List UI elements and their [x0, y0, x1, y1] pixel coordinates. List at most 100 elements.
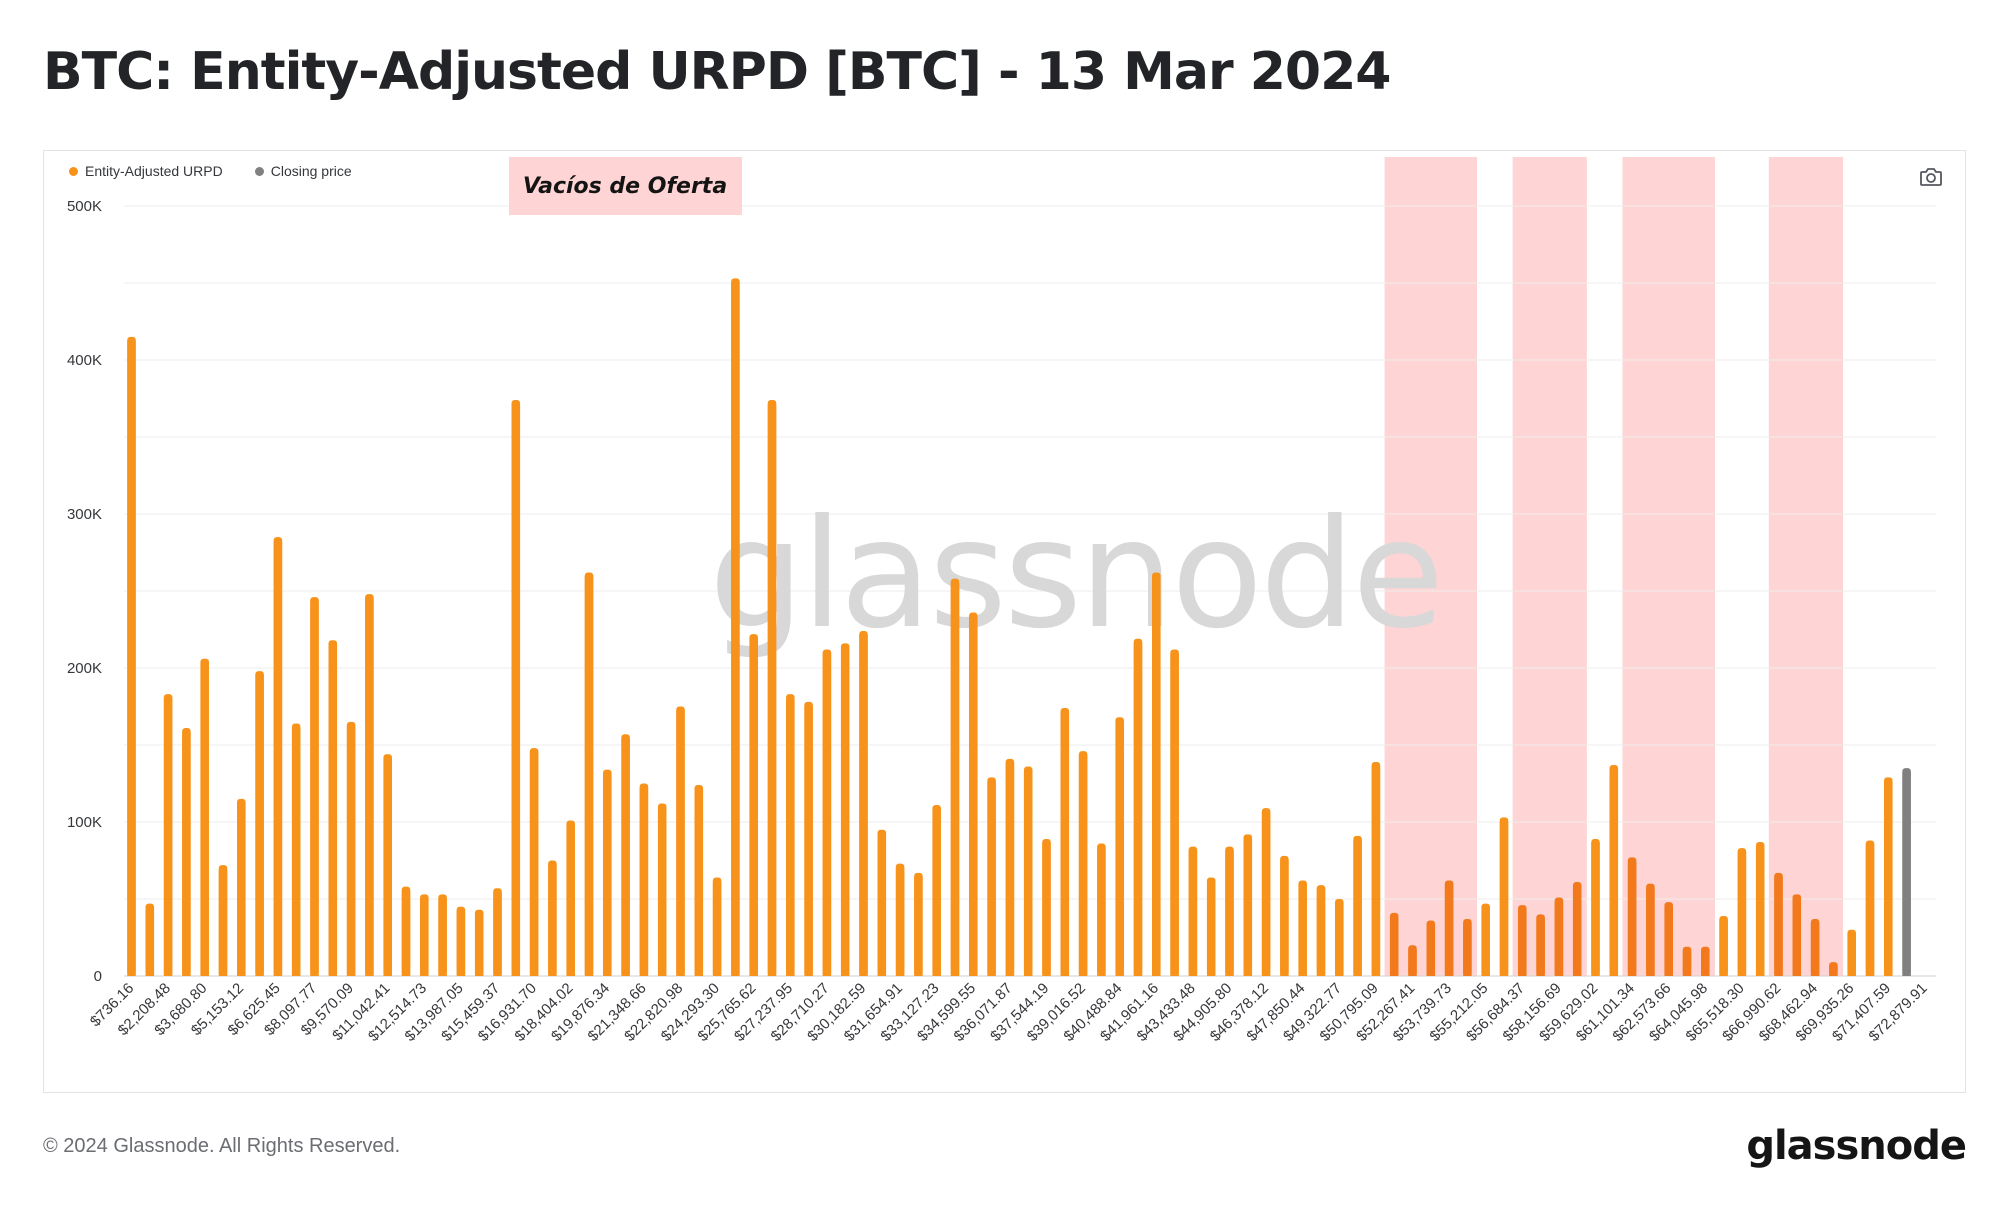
bar-body: [822, 653, 832, 976]
bar-body: [1591, 842, 1600, 976]
bar-body: [1426, 924, 1436, 976]
bar-body: [639, 787, 649, 976]
y-tick-label: 500K: [67, 198, 102, 215]
bar-body: [1902, 772, 1911, 976]
annotation-box: [509, 157, 742, 215]
bar-body: [950, 582, 960, 976]
bar-body: [163, 698, 173, 976]
bar-body: [1499, 821, 1509, 976]
bar-body: [1810, 923, 1820, 976]
bar-body: [1335, 903, 1344, 976]
bar-body: [456, 910, 466, 976]
bar-body: [145, 907, 155, 976]
bar-body: [1646, 887, 1655, 976]
bar-body: [493, 892, 502, 976]
bar-body: [1518, 909, 1527, 976]
bar-body: [1408, 949, 1417, 976]
chart-svg: glassnode 0 100K 200K 300K 400K 500K $736.16$…: [67, 157, 1936, 1045]
bar-body: [1755, 846, 1765, 976]
bar-body: [731, 282, 740, 976]
bar-body: [859, 635, 868, 976]
legend: Entity-Adjusted URPD Closing price: [69, 163, 352, 179]
bar-body: [767, 404, 777, 976]
bar-body: [712, 881, 722, 976]
glassnode-logo: glassnode: [1746, 1123, 1967, 1169]
footer-copyright: © 2024 Glassnode. All Rights Reserved.: [43, 1135, 401, 1157]
bar-body: [255, 675, 264, 976]
bar-body: [1627, 861, 1637, 976]
legend-dot-closing-price: [254, 166, 264, 176]
legend-label-closing-price: Closing price: [270, 163, 352, 179]
y-tick-label: 300K: [67, 506, 102, 523]
bar-body: [1682, 950, 1692, 976]
supply-gap-band: [1512, 157, 1587, 976]
bar-body: [1371, 765, 1381, 976]
chart-panel: glassnode 0 100K 200K 300K 400K 500K $736.16 $…: [43, 150, 1966, 1093]
watermark: glassnode: [709, 488, 1441, 662]
y-axis: 0 100K 200K 300K 400K 500K: [67, 198, 102, 985]
bar-body: [1463, 923, 1472, 976]
supply-gap-band: [1768, 157, 1844, 976]
bar-body: [237, 802, 246, 976]
y-tick-label: 400K: [67, 352, 102, 369]
bar-body: [676, 710, 685, 976]
legend-dot-urpd: [69, 166, 78, 176]
y-tick-label: 100K: [67, 814, 102, 831]
bar-body: [1152, 576, 1161, 976]
bar-body: [1865, 844, 1875, 976]
bar-body: [1133, 642, 1143, 976]
bar-body: [127, 340, 136, 976]
bar-body: [1060, 712, 1070, 976]
bar-body: [566, 824, 575, 976]
bar-body: [200, 662, 209, 976]
bar-body: [1536, 918, 1545, 976]
bar-body: [932, 809, 941, 976]
bar-body: [401, 890, 411, 976]
bar-body: [1225, 850, 1234, 976]
annotation: Vacíos de Oferta: [509, 157, 742, 215]
bar-body: [1280, 859, 1289, 976]
bar-body: [1444, 884, 1454, 976]
legend-item-urpd[interactable]: Entity-Adjusted URPD: [69, 163, 223, 179]
bar-body: [1737, 852, 1747, 976]
bar-body: [1792, 898, 1802, 976]
bar-body: [420, 898, 429, 976]
bar-body: [1701, 950, 1710, 976]
bar-body: [1774, 876, 1783, 976]
bar-body: [548, 864, 557, 976]
bar-body: [914, 876, 923, 976]
bar-body: [1664, 906, 1673, 976]
bar-body: [621, 738, 630, 976]
bar-body: [511, 404, 521, 976]
bar-body: [584, 576, 594, 976]
bar-body: [383, 758, 392, 976]
bar-body: [1389, 916, 1399, 976]
bar-body: [529, 752, 539, 976]
bar-body: [657, 807, 667, 976]
bar-body: [1188, 850, 1198, 976]
camera-icon[interactable]: [1919, 167, 1943, 187]
y-tick-label: 0: [94, 968, 102, 985]
supply-gap-band: [1384, 157, 1478, 976]
bar-body: [291, 727, 301, 976]
bar-body: [840, 647, 850, 976]
bar-body: [273, 541, 283, 976]
bar-body: [969, 616, 978, 976]
bar-body: [1316, 889, 1326, 976]
bar-body: [1719, 919, 1728, 976]
bar-body: [1353, 839, 1362, 976]
bars: [127, 278, 1911, 976]
page-title: BTC: Entity-Adjusted URPD [BTC] - 13 Mar…: [43, 42, 1391, 102]
bar-body: [603, 773, 612, 976]
legend-item-closing-price[interactable]: Closing price: [254, 163, 352, 179]
bar-body: [1097, 847, 1106, 976]
legend-label-urpd: Entity-Adjusted URPD: [85, 163, 223, 179]
annotation-text: Vacíos de Oferta: [523, 174, 727, 199]
bar-body: [182, 732, 191, 976]
bar-body: [1609, 769, 1619, 976]
bar-body: [1243, 838, 1253, 976]
bar-body: [1847, 933, 1856, 976]
bar-body: [895, 867, 905, 976]
bar-body: [1884, 781, 1893, 976]
bar-body: [1554, 901, 1564, 976]
